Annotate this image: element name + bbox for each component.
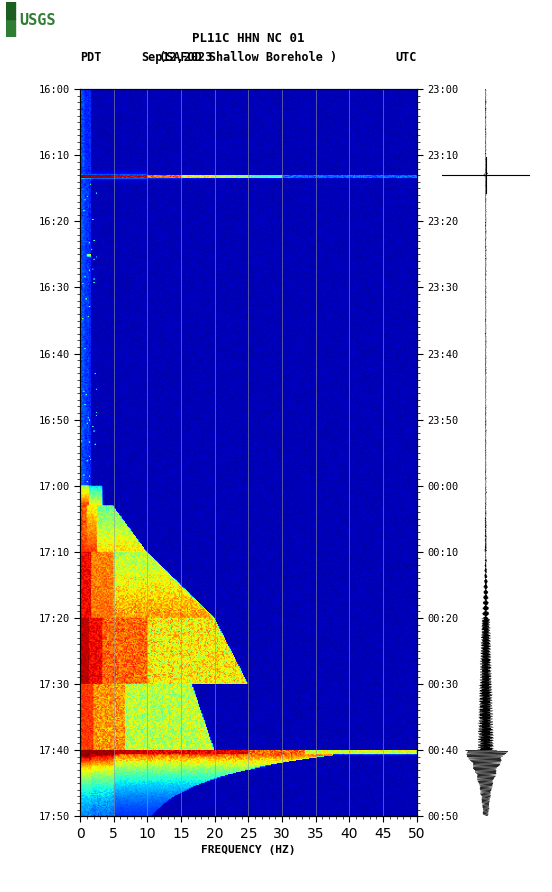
Text: (SAFOD Shallow Borehole ): (SAFOD Shallow Borehole ) xyxy=(160,52,337,64)
Text: PL11C HHN NC 01: PL11C HHN NC 01 xyxy=(192,32,305,45)
X-axis label: FREQUENCY (HZ): FREQUENCY (HZ) xyxy=(201,845,296,855)
Text: Sep12,2023: Sep12,2023 xyxy=(141,52,212,64)
Text: UTC: UTC xyxy=(395,52,417,64)
Text: USGS: USGS xyxy=(19,12,55,28)
Text: PDT: PDT xyxy=(80,52,102,64)
